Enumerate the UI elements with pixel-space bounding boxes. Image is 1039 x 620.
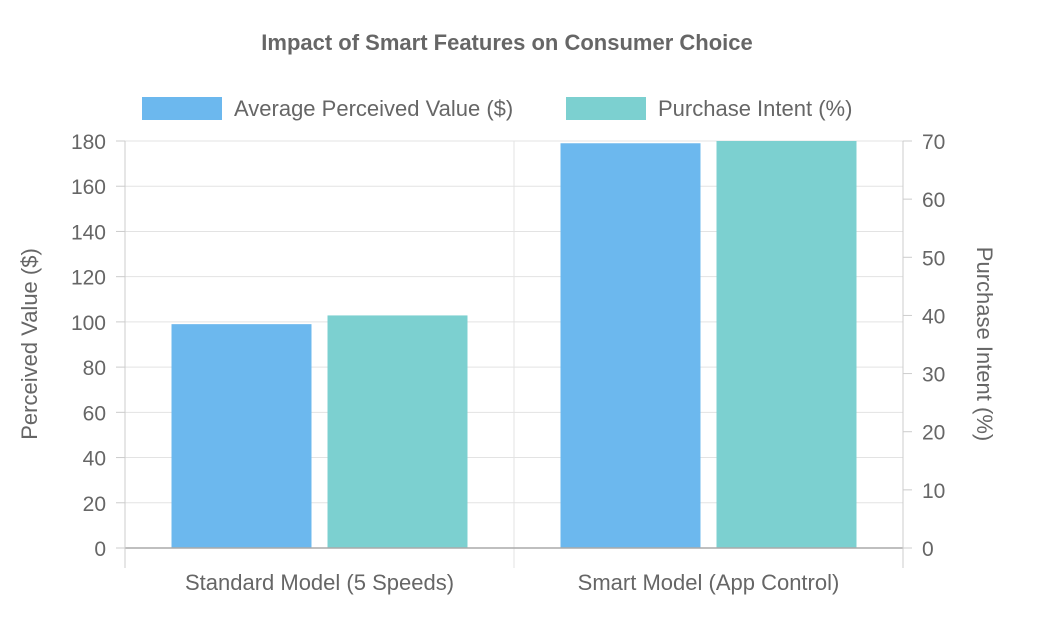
legend-swatch-perceived-value[interactable] [142, 97, 222, 120]
y2-tick-label: 50 [922, 247, 945, 270]
legend-label-purchase-intent[interactable]: Purchase Intent (%) [658, 96, 852, 121]
y-axis-title: Perceived Value ($) [17, 248, 42, 440]
y-tick-label: 80 [83, 357, 106, 380]
chart-title: Impact of Smart Features on Consumer Cho… [261, 30, 752, 55]
bar-perceived-value-0[interactable] [171, 324, 312, 548]
category-labels: Standard Model (5 Speeds) Smart Model (Ap… [185, 570, 839, 595]
y-tick-label: 100 [71, 312, 106, 335]
y2-tick-label: 70 [922, 131, 945, 154]
category-label: Smart Model (App Control) [578, 570, 840, 595]
y2-tick-label: 10 [922, 480, 945, 503]
y2-tick-label: 60 [922, 189, 945, 212]
y-tick-label: 180 [71, 131, 106, 154]
category-label: Standard Model (5 Speeds) [185, 570, 454, 595]
y-tick-label: 120 [71, 267, 106, 290]
y-tick-label: 140 [71, 221, 106, 244]
legend: Average Perceived Value ($) Purchase Int… [142, 96, 852, 121]
y-tick-label: 60 [83, 402, 106, 425]
y-tick-label: 0 [94, 538, 106, 561]
y2-tick-label: 30 [922, 364, 945, 387]
y-tick-label: 40 [83, 448, 106, 471]
bar-perceived-value-1[interactable] [560, 143, 701, 548]
y2-tick-label: 0 [922, 538, 934, 561]
legend-swatch-purchase-intent[interactable] [566, 97, 646, 120]
y2-tick-label: 40 [922, 305, 945, 328]
bar-purchase-intent-0[interactable] [327, 315, 468, 548]
y-tick-label: 160 [71, 176, 106, 199]
y2-tick-label: 20 [922, 422, 945, 445]
bar-purchase-intent-1[interactable] [716, 141, 857, 548]
tick-labels: 0 20 40 60 80 100 120 140 160 180 0 10 20 30 40 50 60 70 [71, 131, 945, 561]
legend-label-perceived-value[interactable]: Average Perceived Value ($) [234, 96, 513, 121]
y-tick-label: 20 [83, 493, 106, 516]
axes [124, 141, 904, 568]
bars [171, 141, 857, 548]
y2-axis-title: Purchase Intent (%) [972, 247, 997, 441]
